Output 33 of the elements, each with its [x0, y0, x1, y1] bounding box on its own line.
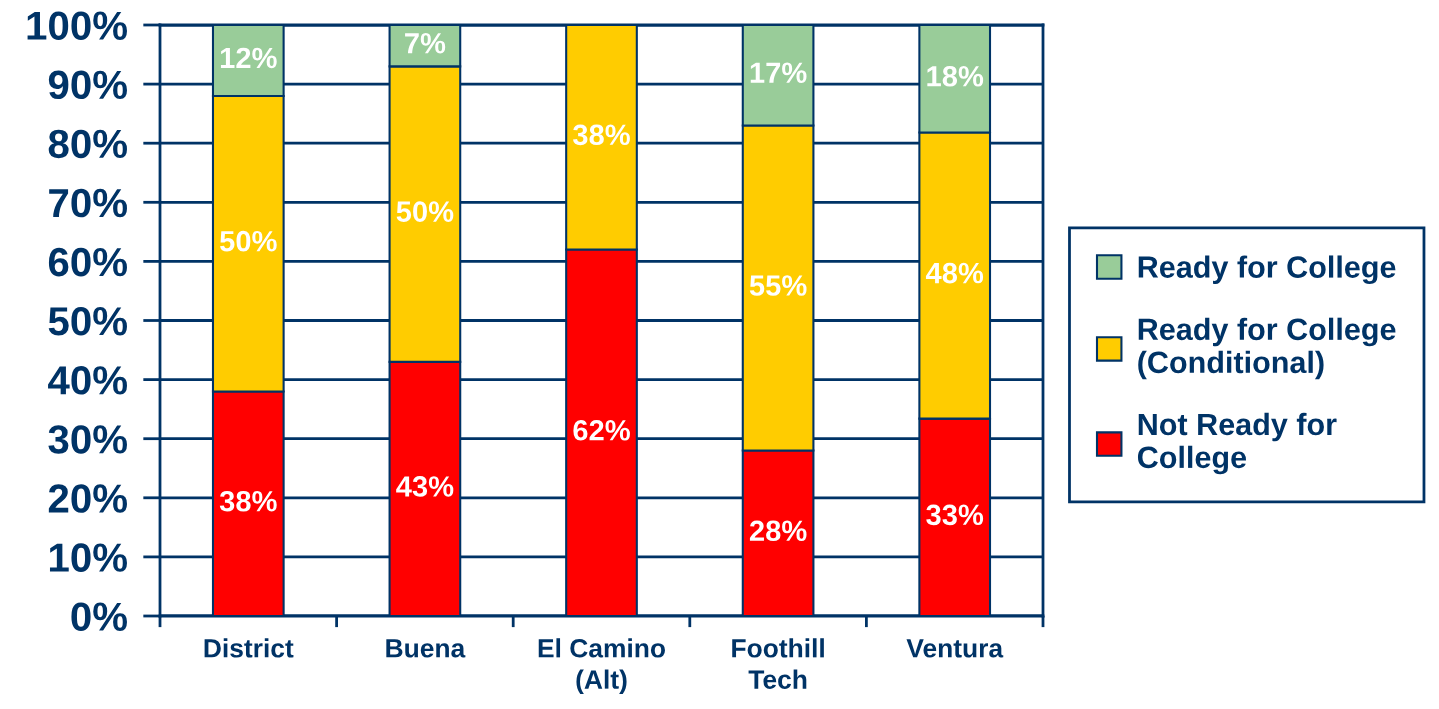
data-label: 7% [405, 32, 446, 54]
data-label: 12% [220, 47, 277, 69]
data-label: 55% [749, 275, 807, 296]
x-tick-label: El Camino (Alt) [538, 638, 665, 695]
data-label: 38% [572, 124, 630, 146]
y-tick-label: 100% [27, 11, 127, 40]
y-tick-label: 40% [48, 366, 127, 395]
data-label: 50% [396, 201, 454, 222]
x-tick-label: Foothill Tech [732, 638, 824, 689]
data-label: 50% [220, 230, 277, 252]
x-tick-label: District [204, 638, 294, 658]
data-label: 17% [750, 62, 807, 84]
x-tick-label: Buena [386, 639, 466, 658]
data-label: 33% [926, 504, 984, 526]
y-tick-label: 70% [49, 188, 127, 218]
legend-label: Ready for College (Conditional) [1138, 317, 1396, 380]
data-label: 28% [749, 520, 807, 542]
data-label: 18% [927, 65, 984, 87]
y-tick-label: 10% [49, 543, 127, 572]
y-tick-label: 60% [48, 247, 127, 277]
x-tick-label: Ventura [906, 639, 1004, 658]
data-label: 48% [925, 262, 984, 284]
y-tick-label: 80% [48, 129, 127, 159]
y-tick-label: 50% [48, 306, 127, 336]
legend-label: Not Ready for College [1137, 412, 1337, 475]
y-tick-label: 0% [71, 602, 127, 631]
y-tick-label: 90% [48, 70, 127, 100]
y-tick-label: 20% [48, 484, 127, 513]
data-label: 38% [219, 490, 277, 512]
data-label: 43% [396, 476, 454, 497]
legend-label: Ready for College [1138, 255, 1396, 285]
y-tick-label: 30% [48, 425, 127, 454]
data-label: 62% [573, 419, 630, 441]
